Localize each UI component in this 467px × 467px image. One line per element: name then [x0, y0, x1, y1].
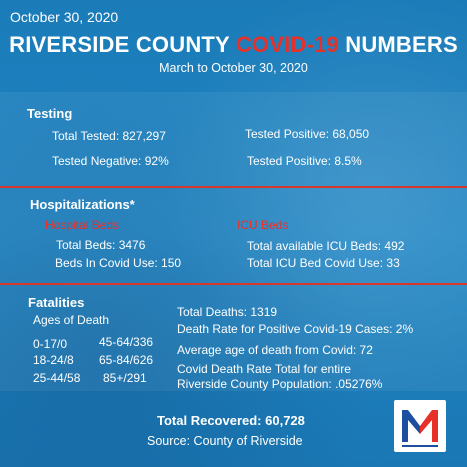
testing-panel: [0, 92, 467, 186]
title-part2: NUMBERS: [338, 32, 458, 57]
average-age-of-death: Average age of death from Covid: 72: [177, 343, 373, 357]
age-bracket: 18-24/8: [33, 353, 74, 367]
age-bracket: 0-17/0: [33, 337, 68, 351]
age-bracket: 65-84/626: [99, 353, 154, 367]
icu-covid-use: Total ICU Bed Covid Use: 33: [247, 256, 400, 270]
total-recovered: Total Recovered: 60,728: [157, 413, 305, 428]
death-rate-total-line2: Riverside County Population: .05276%: [177, 377, 383, 391]
ages-of-death-heading: Ages of Death: [33, 313, 110, 327]
date-range-subtitle: March to October 30, 2020: [159, 61, 308, 75]
hospitalizations-heading: Hospitalizations*: [30, 197, 135, 212]
total-beds: Total Beds: 3476: [56, 238, 146, 252]
age-bracket: 85+/291: [103, 371, 147, 385]
total-deaths: Total Deaths: 1319: [177, 305, 278, 319]
death-rate-positive: Death Rate for Positive Covid-19 Cases: …: [177, 322, 414, 336]
source-credit: Source: County of Riverside: [147, 434, 303, 448]
title-highlight: COVID-19: [235, 32, 339, 57]
icu-available: Total available ICU Beds: 492: [247, 239, 405, 253]
fatalities-heading: Fatalities: [28, 295, 85, 310]
report-date: October 30, 2020: [10, 9, 119, 25]
section-divider: [0, 186, 467, 188]
death-rate-total-line1: Covid Death Rate Total for entire: [177, 362, 351, 376]
testing-heading: Testing: [27, 106, 73, 121]
beds-covid-use: Beds In Covid Use: 150: [55, 256, 182, 270]
section-divider: [0, 283, 467, 285]
tested-positive-pct: Tested Positive: 8.5%: [247, 154, 362, 168]
title-part1: RIVERSIDE COUNTY: [9, 32, 236, 57]
tested-negative-pct: Tested Negative: 92%: [52, 154, 169, 168]
total-tested: Total Tested: 827,297: [52, 129, 166, 143]
hospital-beds-heading: Hospital Beds: [45, 218, 120, 232]
icu-beds-heading: ICU Beds: [237, 218, 289, 232]
hospitalizations-panel: [0, 188, 467, 283]
m-logo-icon: [394, 400, 446, 452]
m-logo-graphic: [402, 410, 438, 447]
age-bracket: 45-64/336: [99, 335, 154, 349]
age-bracket: 25-44/58: [33, 371, 81, 385]
page-title: RIVERSIDE COUNTY COVID-19 NUMBERS: [0, 32, 467, 58]
tested-positive-count: Tested Positive: 68,050: [245, 127, 370, 141]
fatalities-panel: [0, 285, 467, 391]
